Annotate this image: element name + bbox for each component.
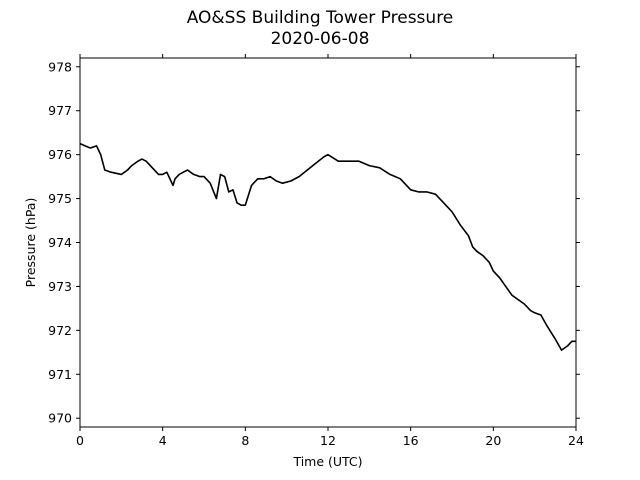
x-tick-label: 4 [159, 433, 167, 448]
y-tick-label: 973 [48, 279, 72, 294]
axis-ticks: 0 4 8 12 16 20 24 970 971 972 973 974 975 976 977 978 [48, 54, 584, 448]
x-tick-label: 16 [403, 433, 419, 448]
y-tick-label: 977 [48, 103, 72, 118]
y-tick-label: 972 [48, 323, 72, 338]
x-tick-label: 0 [76, 433, 84, 448]
x-tick-label: 24 [568, 433, 584, 448]
y-tick-label: 971 [48, 367, 72, 382]
y-tick-label: 974 [48, 235, 72, 250]
chart-subtitle: 2020-06-08 [270, 29, 370, 49]
y-tick-label: 975 [48, 191, 72, 206]
x-tick-label: 12 [320, 433, 336, 448]
x-tick-label: 8 [241, 433, 249, 448]
y-tick-label: 978 [48, 59, 72, 74]
series-line [79, 142, 576, 351]
x-tick-label: 20 [485, 433, 501, 448]
plot-area [79, 57, 577, 428]
y-tick-label: 970 [48, 411, 72, 426]
y-tick-label: 976 [48, 147, 72, 162]
x-axis-label: Time (UTC) [292, 454, 362, 469]
chart-title: AO&SS Building Tower Pressure [186, 8, 454, 28]
y-axis-label: Pressure (hPa) [23, 198, 38, 288]
